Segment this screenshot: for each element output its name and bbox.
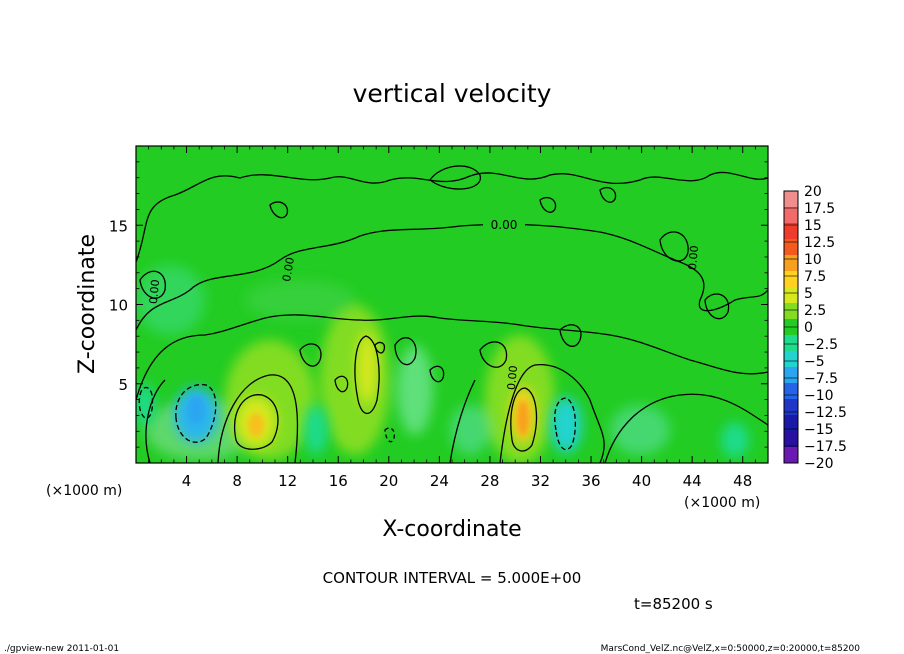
colorbar-swatch	[784, 399, 798, 416]
colorbar-swatch	[784, 367, 798, 384]
x-axis-label: X-coordinate	[382, 517, 521, 542]
x-tick-label: 4	[182, 472, 192, 490]
colorbar-label: −12.5	[804, 405, 847, 421]
x-tick-label: 44	[683, 472, 702, 490]
structure-contour-3	[604, 393, 768, 463]
colorbar-label: −5	[804, 354, 825, 370]
small-contour-3	[479, 341, 508, 368]
downdraft-contour-3	[138, 386, 154, 419]
colorbar-swatch	[784, 255, 798, 272]
colorbar-label: −20	[804, 456, 834, 472]
colorbar-label: −15	[804, 422, 834, 438]
y-axis: 5 10 15	[109, 161, 768, 448]
colorbar-label: −17.5	[804, 439, 847, 455]
contour-interval-text: CONTOUR INTERVAL = 5.000E+00	[323, 569, 582, 587]
zero-contour-lower	[136, 314, 768, 401]
x-unit-left: (×1000 m)	[46, 483, 122, 499]
small-contour-7	[139, 270, 166, 299]
x-tick-label: 20	[379, 472, 398, 490]
colorbar-label: 15	[804, 218, 822, 234]
colorbar-label: 10	[804, 252, 822, 268]
x-tick-label: 12	[278, 472, 297, 490]
colorbar-swatch	[784, 351, 798, 368]
small-contour-6	[659, 231, 689, 262]
y-tick-label: 5	[118, 376, 128, 394]
small-contour-10	[429, 365, 445, 383]
colorbar-label: 5	[804, 286, 813, 302]
contour-label-rotated: 0.00	[280, 256, 297, 282]
small-contour-9	[334, 375, 349, 393]
x-tick-label: 16	[329, 472, 348, 490]
downdraft-contour-2	[554, 397, 577, 451]
colorbar-swatch	[784, 383, 798, 400]
small-contour-4	[559, 324, 582, 347]
contour-label-rotated: 0.00	[505, 365, 520, 391]
colorbar-label: −2.5	[804, 337, 838, 353]
colorbar-label: 2.5	[804, 303, 826, 319]
structure-contour-1	[217, 374, 299, 463]
plot-area: 0.00 0.00 0.00 0.00 0.00 4 8 12 16 20 24 28 32 3…	[109, 145, 769, 490]
footer-left: ./gpview-new 2011-01-01	[4, 644, 119, 654]
colorbar-swatch	[784, 239, 798, 256]
updraft-contour-1	[234, 394, 279, 450]
zero-contour-upper	[136, 171, 768, 263]
colorbar-label: 12.5	[804, 235, 835, 251]
colorbar-swatch	[784, 447, 798, 464]
chart-title: vertical velocity	[353, 79, 552, 108]
contour-value-labels: 0.00 0.00 0.00 0.00 0.00	[147, 218, 701, 390]
x-axis: 4 8 12 16 20 24 28 32 36 40 44 48	[148, 146, 756, 490]
y-tick-label: 10	[109, 297, 128, 315]
colorbar-swatch	[784, 191, 798, 208]
updraft-contour-2	[354, 335, 380, 415]
x-tick-label: 32	[531, 472, 550, 490]
updraft-contour-3	[510, 387, 538, 452]
downdraft-contour-1	[175, 383, 217, 443]
x-unit-right: (×1000 m)	[684, 495, 760, 511]
x-tick-label: 36	[581, 472, 600, 490]
structure-contour-2	[499, 364, 605, 463]
x-tick-label: 8	[232, 472, 242, 490]
contour-label: 0.00	[491, 218, 518, 232]
colorbar-swatch	[784, 223, 798, 240]
y-axis-label: Z-coordinate	[75, 234, 100, 374]
small-contour-13	[599, 186, 617, 203]
colorbar: 2017.51512.5107.552.50−2.5−5−7.5−10−12.5…	[783, 184, 847, 472]
small-contour-8	[704, 293, 730, 320]
x-tick-label: 24	[430, 472, 449, 490]
footer-right: MarsCond_VelZ.nc@VelZ,x=0:50000,z=0:2000…	[601, 644, 861, 654]
colorbar-label: 0	[804, 320, 813, 336]
colorbar-label: −10	[804, 388, 834, 404]
y-tick-label: 15	[109, 217, 128, 235]
colorbar-swatch	[784, 415, 798, 432]
colorbar-label: 17.5	[804, 201, 835, 217]
small-contour-11	[269, 201, 289, 219]
contour-label-bg	[483, 218, 525, 232]
downdraft-contour-4	[384, 427, 396, 443]
colorbar-swatch	[784, 287, 798, 304]
colorbar-label: 20	[804, 184, 822, 200]
x-tick-label: 48	[733, 472, 752, 490]
small-contour-12	[539, 196, 557, 213]
colorbar-label: −7.5	[804, 371, 838, 387]
colorbar-swatch	[784, 303, 798, 320]
structure-contour-5	[449, 379, 476, 463]
x-tick-label: 40	[632, 472, 651, 490]
time-text: t=85200 s	[634, 595, 713, 613]
small-contour-5	[429, 165, 481, 190]
small-contour-14	[374, 341, 386, 354]
colorbar-swatch	[784, 207, 798, 224]
contour-label-rotated: 0.00	[686, 245, 701, 271]
small-contour-1	[299, 343, 322, 367]
colorbar-swatch	[784, 431, 798, 448]
x-tick-label: 28	[480, 472, 499, 490]
contour-label-rotated: 0.00	[147, 279, 162, 305]
structure-contour-4	[145, 379, 166, 463]
colorbar-swatch	[784, 271, 798, 288]
small-contour-2	[394, 337, 417, 366]
colorbar-swatch	[784, 335, 798, 352]
colorbar-label: 7.5	[804, 269, 826, 285]
